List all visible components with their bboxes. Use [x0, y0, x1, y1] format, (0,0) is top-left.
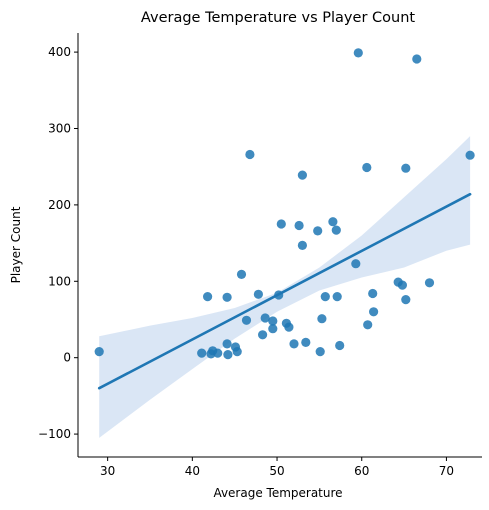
data-point [351, 259, 361, 269]
data-point [369, 307, 379, 317]
regression-line-layer [97, 192, 472, 390]
data-point [268, 316, 278, 326]
axes [77, 33, 482, 458]
data-point [258, 330, 268, 340]
confidence-band-layer [99, 136, 471, 438]
data-point [284, 322, 294, 332]
data-point [465, 150, 475, 160]
data-point [213, 348, 223, 358]
y-tick-label: 200 [48, 198, 71, 212]
data-point [260, 313, 270, 323]
data-point [315, 347, 325, 357]
data-point [368, 288, 378, 299]
data-point [317, 314, 327, 324]
data-point [241, 315, 252, 325]
y-axis-label: Player Count [9, 206, 23, 283]
data-point [412, 54, 422, 64]
data-point [222, 292, 232, 302]
data-point [203, 292, 213, 302]
data-point [232, 347, 242, 357]
data-point [401, 295, 411, 305]
data-point [320, 292, 330, 302]
x-axis-label: Average Temperature [213, 486, 342, 500]
data-point [236, 269, 247, 279]
chart-title: Average Temperature vs Player Count [141, 10, 415, 26]
data-point [297, 240, 307, 250]
x-tick-label: 60 [354, 464, 369, 478]
data-point [424, 278, 435, 288]
data-point [353, 48, 363, 58]
data-point [289, 339, 299, 349]
data-point [331, 225, 341, 235]
data-point [301, 337, 311, 347]
data-point [253, 289, 263, 299]
data-point [197, 348, 207, 358]
data-point [297, 170, 307, 180]
x-tick-label: 40 [185, 464, 200, 478]
y-tick-label: 400 [48, 45, 71, 59]
data-point [276, 219, 286, 229]
confidence-band [99, 136, 471, 438]
data-point [313, 226, 323, 236]
data-point [401, 163, 411, 173]
x-tick-label: 50 [269, 464, 284, 478]
data-point [245, 149, 255, 160]
data-point [363, 320, 373, 330]
y-tick-label: 100 [48, 274, 71, 288]
x-tick-label: 70 [439, 464, 454, 478]
y-tick-label: 0 [63, 351, 71, 365]
y-ticks: −100 0 100 200 300 400 [38, 45, 78, 441]
points-layer [94, 48, 475, 360]
data-point [397, 280, 407, 290]
y-tick-label: 300 [48, 121, 71, 135]
data-point [223, 350, 233, 360]
data-point [222, 339, 232, 349]
regression-line [97, 192, 472, 390]
data-point [332, 292, 342, 302]
x-ticks: 30 40 50 60 70 [100, 457, 454, 478]
data-point [328, 217, 338, 227]
data-point [335, 340, 345, 351]
data-point [94, 347, 104, 357]
data-point [362, 162, 372, 173]
data-point [268, 324, 278, 334]
data-point [294, 220, 304, 231]
y-tick-label: −100 [38, 427, 71, 441]
x-tick-label: 30 [100, 464, 115, 478]
